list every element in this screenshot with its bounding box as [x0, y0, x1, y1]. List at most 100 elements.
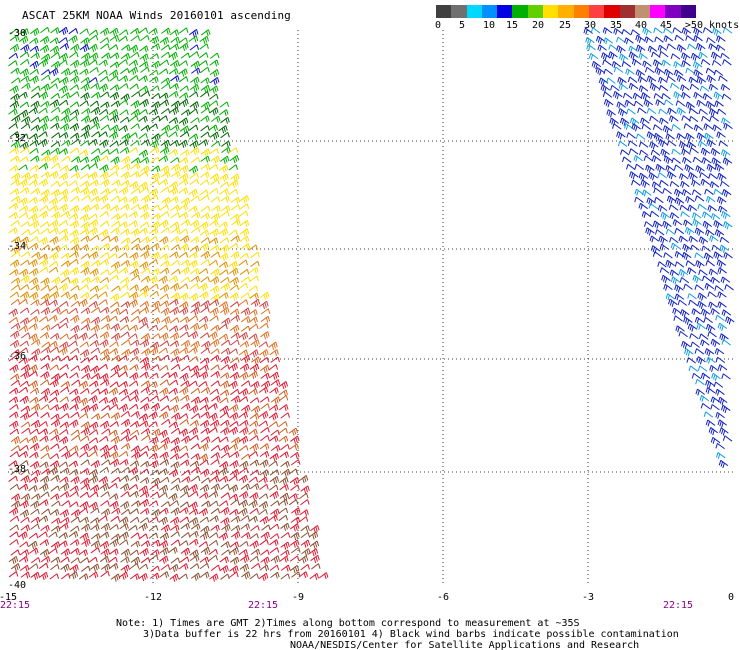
wind-barb [719, 244, 729, 253]
wind-barb [118, 75, 129, 83]
wind-barb [228, 147, 239, 154]
wind-barb [714, 163, 725, 172]
wind-barb [139, 306, 149, 314]
wind-barb [138, 149, 149, 158]
wind-barb [149, 227, 159, 235]
wind-barb [8, 227, 18, 235]
wind-barb [712, 27, 722, 37]
wind-barb [229, 546, 240, 556]
wind-barb [260, 549, 270, 556]
wind-barb [78, 298, 88, 307]
wind-barb [228, 229, 238, 236]
wind-barb [168, 117, 179, 125]
wind-barb [693, 124, 704, 132]
wind-barb [179, 556, 190, 563]
wind-barb [78, 549, 88, 557]
wind-barb [661, 59, 671, 67]
wind-barb [161, 316, 171, 325]
wind-barb [168, 51, 178, 60]
wind-barb [606, 109, 616, 118]
wind-barb [240, 292, 251, 299]
wind-barb [149, 436, 159, 445]
wind-barb [671, 148, 681, 155]
wind-barb [169, 500, 180, 507]
wind-barb [228, 164, 238, 171]
wind-barb [109, 274, 119, 281]
wind-barb [8, 108, 18, 116]
wind-barb [138, 290, 149, 298]
wind-barb [258, 501, 269, 510]
wind-barb [708, 108, 719, 117]
wind-barb [178, 37, 188, 44]
wind-barb [700, 59, 711, 66]
wind-barb [674, 188, 684, 197]
wind-barb [49, 236, 59, 245]
wind-barb [278, 404, 289, 412]
wind-barb [713, 188, 723, 196]
wind-barb [659, 117, 669, 125]
wind-barb [169, 453, 180, 461]
wind-barb [710, 213, 721, 220]
wind-barb [178, 540, 189, 547]
wind-barb [149, 516, 159, 523]
wind-barb [69, 419, 79, 428]
wind-barb [230, 388, 240, 396]
wind-barb [80, 37, 90, 46]
wind-barb [70, 557, 81, 564]
wind-barb [616, 45, 626, 54]
wind-barb [71, 379, 81, 386]
wind-barb [685, 196, 695, 203]
wind-barb [629, 117, 640, 126]
wind-barb [110, 364, 121, 373]
wind-barb [168, 421, 179, 429]
wind-barb [48, 83, 58, 90]
wind-barb [110, 261, 121, 270]
wind-barb [128, 524, 138, 532]
wind-barb [691, 189, 702, 196]
wind-barb [88, 437, 99, 444]
wind-barb [200, 77, 210, 85]
wind-barb [200, 115, 210, 123]
wind-barb [19, 291, 30, 300]
wind-barb [9, 43, 20, 53]
wind-barb [70, 186, 80, 194]
wind-barb [218, 475, 229, 483]
wind-barb [240, 354, 251, 364]
wind-barb [80, 483, 91, 491]
wind-barb [188, 252, 198, 259]
wind-barb [191, 211, 201, 219]
wind-barb [180, 547, 191, 556]
wind-barb [78, 380, 89, 389]
wind-barb [121, 44, 131, 52]
wind-barb [209, 52, 220, 59]
wind-barb [239, 219, 250, 227]
wind-barb [58, 148, 69, 155]
wind-barb [632, 92, 643, 100]
wind-barb [685, 67, 695, 74]
wind-barb [89, 100, 100, 107]
wind-barb [278, 435, 289, 443]
wind-barb [31, 251, 41, 259]
wind-barb [80, 76, 91, 84]
wind-barb [180, 149, 190, 157]
wind-barb [229, 292, 239, 301]
wind-barb [48, 531, 58, 538]
wind-barb [128, 44, 139, 53]
wind-barb [170, 484, 180, 492]
wind-barb [60, 291, 71, 299]
wind-barb [120, 434, 130, 442]
wind-barb [138, 572, 148, 582]
wind-barb [208, 412, 218, 421]
wind-barb [110, 515, 120, 522]
wind-barb [11, 236, 21, 245]
wind-barb [140, 333, 151, 342]
wind-barb [88, 445, 98, 452]
wind-barb [178, 306, 189, 316]
wind-barb [10, 140, 21, 150]
wind-barb [88, 171, 98, 180]
wind-barb [90, 155, 101, 164]
wind-barb [189, 283, 200, 290]
wind-barb [158, 324, 169, 332]
wind-barb [199, 396, 209, 404]
wind-barb [50, 92, 60, 100]
